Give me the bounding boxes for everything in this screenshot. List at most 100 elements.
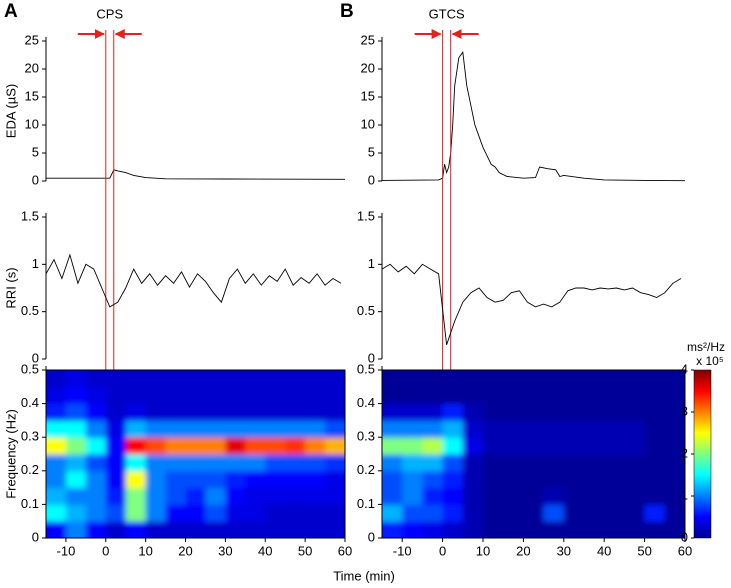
heat-cell	[422, 504, 444, 522]
x-axis-label: Time (min)	[333, 568, 395, 583]
heat-cell	[442, 454, 464, 472]
heat-cell	[225, 437, 246, 455]
x-tick-label: -10	[393, 543, 412, 558]
heat-cell	[462, 437, 484, 455]
heat-cell	[543, 420, 565, 438]
event-label: GTCS	[429, 6, 465, 21]
heatmap	[46, 370, 345, 538]
heat-cell	[624, 504, 646, 522]
heat-cell	[584, 437, 605, 455]
heat-cell	[125, 470, 147, 489]
heat-cell	[503, 437, 524, 455]
heat-cell	[265, 470, 286, 489]
data-line	[45, 253, 342, 308]
heat-cell	[325, 470, 345, 489]
heat-cell	[165, 386, 187, 405]
heat-cell	[65, 403, 87, 421]
heat-cell	[265, 521, 286, 538]
heat-cell	[442, 437, 464, 455]
heat-cell	[462, 487, 484, 505]
y-tick-label: 1	[32, 256, 39, 271]
heatmap-cells	[382, 370, 685, 538]
heat-cell	[462, 403, 484, 421]
heat-cell	[105, 521, 127, 538]
heat-cell	[483, 370, 504, 388]
heat-cell	[165, 437, 187, 455]
colorbar	[693, 369, 712, 539]
heat-cell	[543, 454, 565, 472]
heat-cell	[604, 370, 625, 388]
heat-cell	[105, 470, 127, 489]
heat-cell	[483, 454, 504, 472]
heat-cell	[185, 504, 206, 522]
heat-cell	[285, 487, 306, 505]
heat-cell	[402, 437, 423, 455]
heat-cell	[442, 386, 464, 405]
heat-cell	[285, 420, 306, 438]
heat-cell	[265, 437, 286, 455]
heat-cell	[462, 420, 484, 438]
heat-cell	[245, 521, 266, 538]
y-tick-label: 0.5	[357, 361, 375, 376]
heat-cell	[402, 370, 423, 388]
heat-cell	[46, 504, 67, 522]
heat-cell	[105, 370, 127, 388]
heat-cell	[604, 403, 625, 421]
heat-cell	[624, 454, 646, 472]
y-tick-label: 0	[32, 529, 39, 544]
heat-cell	[644, 420, 666, 438]
colorbar-tick-label: 4	[681, 361, 688, 376]
heat-cell	[165, 454, 187, 472]
heat-cell	[85, 504, 107, 522]
heat-cell	[563, 454, 585, 472]
heat-cell	[422, 386, 444, 405]
heat-cell	[325, 437, 345, 455]
heat-cell	[624, 370, 646, 388]
y-tick-label: 0.4	[21, 395, 39, 410]
heat-cell	[185, 521, 206, 538]
heat-cell	[46, 487, 67, 505]
heat-cell	[644, 487, 666, 505]
heat-cell	[165, 370, 187, 388]
heat-cell	[382, 386, 403, 405]
y-tick-label: 15	[361, 88, 375, 103]
y-tick-label: 20	[25, 60, 39, 75]
heat-cell	[245, 386, 266, 405]
heat-cell	[305, 521, 326, 538]
heat-cell	[85, 454, 107, 472]
heat-cell	[402, 420, 423, 438]
y-tick-label: 0	[368, 172, 375, 187]
heat-cell	[442, 370, 464, 388]
heat-cell	[523, 437, 545, 455]
heat-cell	[382, 470, 403, 489]
heat-cell	[503, 521, 524, 538]
heat-cell	[305, 437, 326, 455]
heat-cell	[105, 403, 127, 421]
x-tick-label: 50	[298, 543, 312, 558]
heat-cell	[225, 487, 246, 505]
heat-cell	[145, 521, 167, 538]
heat-cell	[125, 487, 147, 505]
heat-cell	[285, 403, 306, 421]
panel-letter: B	[340, 1, 354, 22]
heat-cell	[442, 504, 464, 522]
heatmap-cells	[46, 370, 345, 538]
heat-cell	[624, 470, 646, 489]
heat-cell	[382, 521, 403, 538]
heat-cell	[325, 521, 345, 538]
heat-cell	[483, 487, 504, 505]
data-line	[381, 50, 686, 182]
heat-cell	[382, 437, 403, 455]
data-line	[381, 263, 682, 345]
heat-cell	[644, 470, 666, 489]
heat-cell	[46, 386, 67, 405]
heat-cell	[145, 403, 167, 421]
heat-cell	[503, 487, 524, 505]
heat-cell	[225, 504, 246, 522]
heat-cell	[145, 487, 167, 505]
y-tick-label: 0	[368, 350, 375, 365]
heat-cell	[543, 487, 565, 505]
heat-cell	[46, 454, 67, 472]
heat-cell	[165, 420, 187, 438]
y-tick-label: 20	[361, 60, 375, 75]
